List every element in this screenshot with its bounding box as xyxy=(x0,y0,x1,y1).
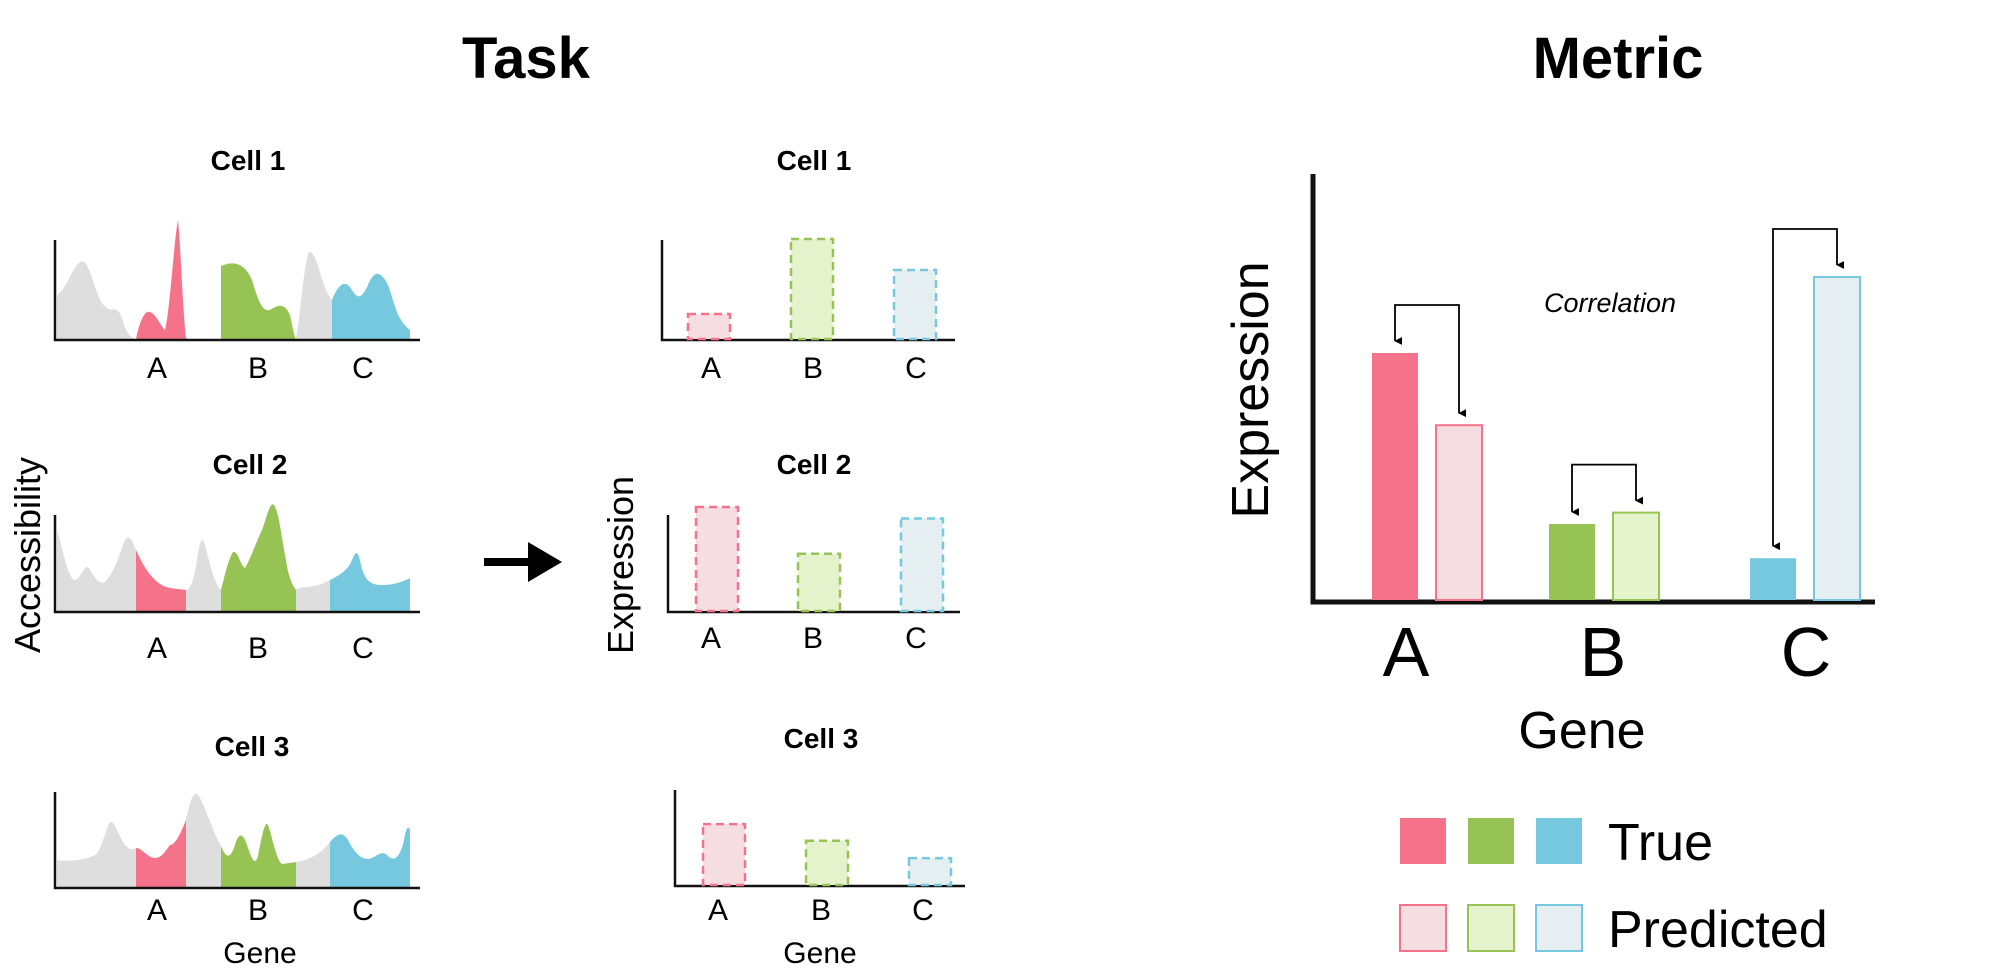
expression-bars-cell3 xyxy=(701,822,953,887)
correlation-label: Correlation xyxy=(1544,288,1676,318)
tick-b: B xyxy=(803,622,823,655)
cell-title: Cell 2 xyxy=(213,449,288,480)
expression-bars-cell1 xyxy=(686,237,938,341)
tick-a: A xyxy=(147,352,167,385)
true-bar-c xyxy=(1750,558,1796,600)
metric-tick-a: A xyxy=(1383,613,1430,691)
metric-title: Metric xyxy=(1533,26,1704,91)
tick-b: B xyxy=(803,352,823,385)
tick-b: B xyxy=(811,894,831,927)
tick-c: C xyxy=(352,894,374,927)
predicted-bar-b xyxy=(1612,511,1660,601)
peak-a xyxy=(136,550,186,612)
tick-a: A xyxy=(147,632,167,665)
metric-xlabel: Gene xyxy=(1518,702,1645,760)
tick-c: C xyxy=(912,894,934,927)
correlation-arrow-c xyxy=(1772,228,1845,551)
predicted-bar-a xyxy=(694,505,740,613)
tick-b: B xyxy=(248,632,268,665)
task-title: Task xyxy=(462,26,591,91)
axes xyxy=(666,515,960,614)
legend: True Predicted xyxy=(1399,814,1828,959)
tick-c: C xyxy=(352,632,374,665)
peak-c xyxy=(330,553,410,612)
legend-swatch-b-pred xyxy=(1467,904,1515,952)
cell-title: Cell 3 xyxy=(215,731,290,762)
cell-title: Cell 3 xyxy=(784,723,859,754)
true-bar-a xyxy=(1372,353,1418,600)
peak-b xyxy=(221,263,296,339)
expression-axis-label-task: Expression xyxy=(600,476,641,654)
peak-a xyxy=(136,820,186,888)
metric-tick-b: B xyxy=(1580,613,1627,691)
tick-a: A xyxy=(701,352,721,385)
tick-a: A xyxy=(147,894,167,927)
peak-b xyxy=(221,504,296,612)
metric-axes xyxy=(1310,174,1875,605)
legend-swatch-a-true xyxy=(1400,818,1446,864)
accessibility-axis-label: Accessibility xyxy=(7,457,48,653)
tick-a: A xyxy=(708,894,728,927)
tick-a: A xyxy=(701,622,721,655)
correlation-arrow-b xyxy=(1571,463,1644,516)
accessibility-panel-cell3: Cell 3 A B C xyxy=(53,731,420,927)
tick-b: B xyxy=(248,352,268,385)
predicted-bar-b xyxy=(796,552,842,613)
expression-bars-cell2 xyxy=(694,505,945,613)
axes xyxy=(53,792,420,890)
peak-b xyxy=(221,824,296,888)
metric-tick-c: C xyxy=(1781,613,1832,691)
predicted-bar-b xyxy=(789,237,835,341)
predicted-bar-c xyxy=(899,517,945,613)
tick-b: B xyxy=(248,894,268,927)
gene-xlabel-left: Gene xyxy=(223,937,296,969)
metric-chart: Correlation A B C Gene Expression xyxy=(1222,174,1875,760)
tick-c: C xyxy=(905,352,927,385)
legend-predicted-label: Predicted xyxy=(1608,901,1828,959)
legend-swatch-a-pred xyxy=(1399,904,1447,952)
cell-title: Cell 1 xyxy=(211,145,286,176)
correlation-arrow-a xyxy=(1394,304,1467,418)
tick-c: C xyxy=(905,622,927,655)
axes xyxy=(660,240,955,342)
legend-true-label: True xyxy=(1608,814,1713,872)
predicted-bar-a xyxy=(701,822,747,887)
predicted-bar-a xyxy=(1435,424,1483,602)
legend-swatch-b-true xyxy=(1468,818,1514,864)
tick-c: C xyxy=(352,352,374,385)
predicted-bar-c xyxy=(1813,276,1861,601)
true-bar-b xyxy=(1549,524,1595,600)
correlation-arrows xyxy=(1394,228,1845,551)
peak-a xyxy=(136,220,186,339)
peak-c xyxy=(330,827,410,888)
peak-c xyxy=(332,273,410,339)
accessibility-panel-cell1: Cell 1 A B C xyxy=(53,145,420,385)
legend-swatch-c-pred xyxy=(1535,904,1583,952)
predicted-bar-c xyxy=(892,268,938,341)
gene-xlabel-task: Gene xyxy=(783,937,856,969)
metric-ylabel: Expression xyxy=(1222,261,1280,518)
legend-swatch-c-true xyxy=(1536,818,1582,864)
axes xyxy=(53,240,420,342)
accessibility-panel-cell2: Cell 2 A B C xyxy=(53,449,420,665)
cell-title: Cell 1 xyxy=(777,145,852,176)
predicted-bar-b xyxy=(804,839,850,887)
axes xyxy=(673,790,965,888)
predicted-bar-a xyxy=(686,312,732,341)
cell-title: Cell 2 xyxy=(777,449,852,480)
axes xyxy=(53,515,420,614)
predicted-bar-c xyxy=(907,856,953,887)
arrow-right-icon xyxy=(484,542,562,582)
